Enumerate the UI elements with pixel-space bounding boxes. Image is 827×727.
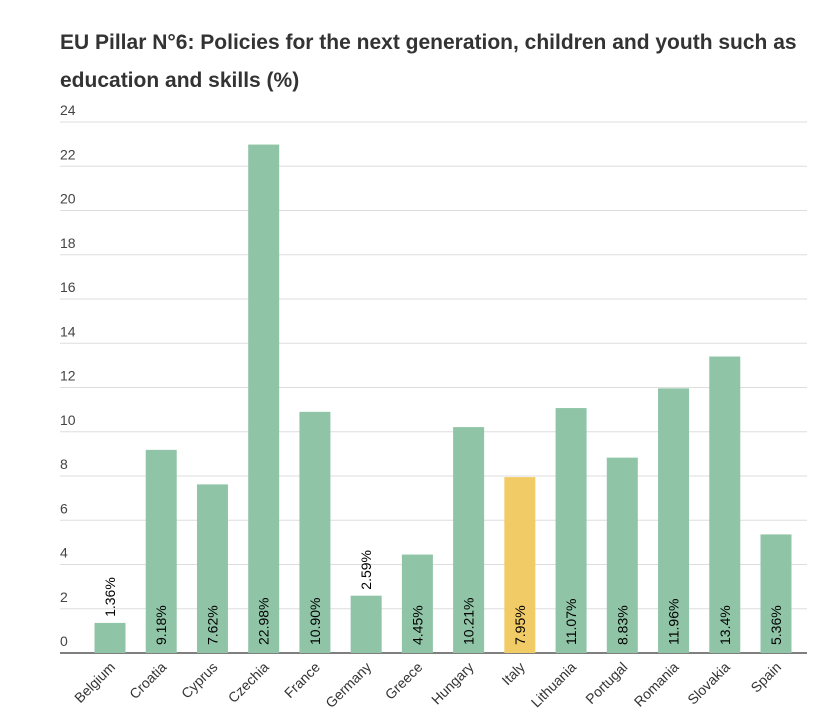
data-label: 2.59%	[358, 550, 374, 590]
y-tick-label: 10	[60, 412, 76, 428]
category-label: Slovakia	[684, 659, 733, 708]
bar-croatia	[145, 449, 177, 653]
data-label: 10.90%	[307, 598, 323, 645]
bar-france	[299, 411, 331, 653]
y-tick-label: 14	[60, 323, 76, 339]
data-label: 4.45%	[409, 605, 425, 645]
chart-title: EU Pillar N°6: Policies for the next gen…	[60, 31, 797, 92]
data-label: 1.36%	[102, 577, 118, 617]
bar-greece	[401, 554, 433, 653]
y-tick-label: 12	[60, 368, 76, 384]
y-tick-label: 4	[60, 545, 68, 561]
category-label: Portugal	[582, 659, 630, 707]
bar-slovakia	[709, 356, 741, 653]
data-label: 7.95%	[512, 605, 528, 645]
category-label: Italy	[498, 659, 527, 688]
category-label: Czechia	[225, 659, 272, 706]
bar-belgium	[94, 622, 126, 653]
category-label: Germany	[322, 659, 374, 711]
data-label: 22.98%	[256, 598, 272, 645]
bar-italy	[504, 477, 536, 653]
data-label: 5.36%	[768, 605, 784, 645]
y-tick-label: 6	[60, 500, 68, 516]
bar-hungary	[453, 427, 485, 653]
bar-romania	[658, 388, 690, 653]
data-label: 7.62%	[204, 605, 220, 645]
category-label: Hungary	[428, 659, 477, 708]
bar-germany	[350, 595, 382, 653]
bar-czechia	[248, 144, 280, 653]
category-label: Belgium	[71, 659, 118, 706]
data-label: 9.18%	[153, 605, 169, 645]
bar-lithuania	[555, 408, 587, 653]
bar-portugal	[606, 457, 638, 653]
category-label: Cyprus	[178, 659, 221, 702]
y-tick-label: 24	[60, 102, 76, 118]
bar-spain	[760, 534, 792, 653]
y-tick-label: 8	[60, 456, 68, 472]
data-label: 11.07%	[563, 599, 579, 645]
category-label: Greece	[382, 659, 426, 703]
category-label: Lithuania	[528, 659, 580, 711]
data-label: 8.83%	[614, 605, 630, 645]
y-tick-label: 18	[60, 235, 76, 251]
data-label: 10.21%	[461, 598, 477, 645]
y-tick-label: 22	[60, 146, 76, 162]
category-label: Croatia	[126, 659, 169, 702]
data-label: 11.96%	[666, 599, 682, 645]
y-tick-label: 16	[60, 279, 76, 295]
y-tick-label: 0	[60, 633, 68, 649]
category-label: Spain	[747, 659, 784, 696]
bar-cyprus	[196, 484, 228, 653]
category-label: France	[281, 659, 323, 701]
data-label: 13.4%	[717, 605, 733, 645]
category-label: Romania	[631, 659, 682, 710]
y-tick-label: 20	[60, 191, 76, 207]
y-tick-label: 2	[60, 589, 68, 605]
